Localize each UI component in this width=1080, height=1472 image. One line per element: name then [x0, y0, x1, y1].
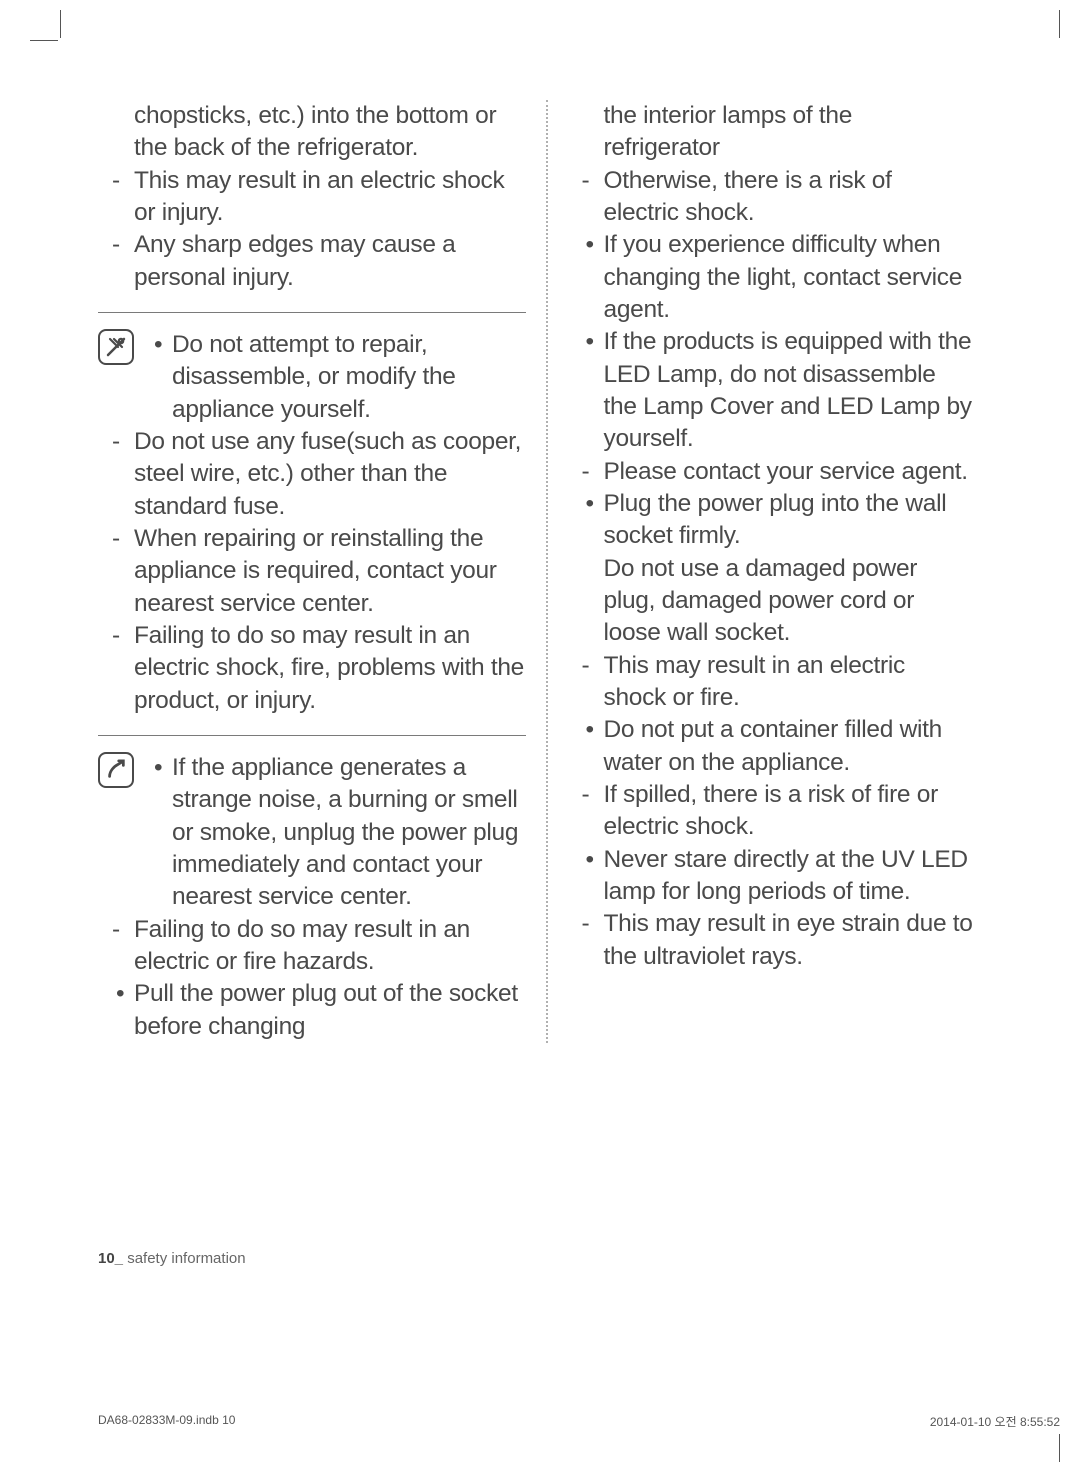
body-text: This may result in an electric shock or … — [604, 650, 974, 715]
body-text: Do not put a container filled with water… — [604, 714, 974, 779]
body-text: chopsticks, etc.) into the bottom or the… — [98, 100, 526, 165]
dash-item: -Please contact your service agent. — [568, 456, 974, 488]
bullet-item: •If the products is equipped with the LE… — [568, 326, 974, 455]
body-text: This may result in eye strain due to the… — [604, 908, 974, 973]
body-text: This may result in an electric shock or … — [134, 165, 526, 230]
body-text: Do not attempt to repair, disassemble, o… — [172, 329, 526, 426]
dash-item: -Failing to do so may result in an elect… — [98, 620, 526, 717]
print-file: DA68-02833M-09.indb 10 — [98, 1413, 235, 1430]
dash-item: -If spilled, there is a risk of fire or … — [568, 779, 974, 844]
bullet-item: •Do not put a container filled with wate… — [568, 714, 974, 779]
print-timestamp: 2014-01-10 오전 8:55:52 — [930, 1413, 1060, 1430]
dash-item: -When repairing or reinstalling the appl… — [98, 523, 526, 620]
right-column: the interior lamps of the refrigerator -… — [546, 100, 994, 1043]
body-text: the interior lamps of the refrigerator — [568, 100, 974, 165]
body-text: Pull the power plug out of the socket be… — [134, 978, 526, 1043]
body-text: Otherwise, there is a risk of electric s… — [604, 165, 974, 230]
body-text: Any sharp edges may cause a personal inj… — [134, 229, 526, 294]
warning-block: •Do not attempt to repair, disassemble, … — [98, 329, 526, 426]
body-text: Please contact your service agent. — [604, 456, 968, 488]
body-text: If you experience difficulty when changi… — [604, 229, 974, 326]
no-disassemble-icon — [98, 329, 134, 365]
body-text: Plug the power plug into the wall socket… — [604, 488, 974, 650]
page-footer: 10_ safety information — [98, 1250, 246, 1267]
dash-item: -Any sharp edges may cause a personal in… — [98, 229, 526, 294]
footer-label: safety information — [123, 1250, 246, 1267]
body-text: Do not use any fuse(such as cooper, stee… — [134, 426, 526, 523]
dash-item: -This may result in eye strain due to th… — [568, 908, 974, 973]
section-rule — [98, 312, 526, 313]
left-column: chopsticks, etc.) into the bottom or the… — [98, 100, 546, 1043]
caution-block: •If the appliance generates a strange no… — [98, 752, 526, 914]
body-text: Never stare directly at the UV LED lamp … — [604, 844, 974, 909]
section-rule — [98, 735, 526, 736]
bullet-item: •Never stare directly at the UV LED lamp… — [568, 844, 974, 909]
body-text: When repairing or reinstalling the appli… — [134, 523, 526, 620]
print-metadata: DA68-02833M-09.indb 10 2014-01-10 오전 8:5… — [98, 1413, 1060, 1430]
body-text: If the appliance generates a strange noi… — [172, 752, 526, 914]
page-number: 10_ — [98, 1250, 123, 1267]
column-divider — [546, 100, 548, 1043]
caution-icon — [98, 752, 134, 788]
body-text: If the products is equipped with the LED… — [604, 326, 974, 455]
bullet-item: •Plug the power plug into the wall socke… — [568, 488, 974, 650]
dash-item: -Otherwise, there is a risk of electric … — [568, 165, 974, 230]
page-content: chopsticks, etc.) into the bottom or the… — [98, 100, 993, 1043]
dash-item: -This may result in an electric shock or… — [98, 165, 526, 230]
body-text: If spilled, there is a risk of fire or e… — [604, 779, 974, 844]
dash-item: -Failing to do so may result in an elect… — [98, 914, 526, 979]
dash-item: -Do not use any fuse(such as cooper, ste… — [98, 426, 526, 523]
bullet-item: •Pull the power plug out of the socket b… — [98, 978, 526, 1043]
body-text: Failing to do so may result in an electr… — [134, 620, 526, 717]
body-text: Failing to do so may result in an electr… — [134, 914, 526, 979]
dash-item: -This may result in an electric shock or… — [568, 650, 974, 715]
bullet-item: •If you experience difficulty when chang… — [568, 229, 974, 326]
